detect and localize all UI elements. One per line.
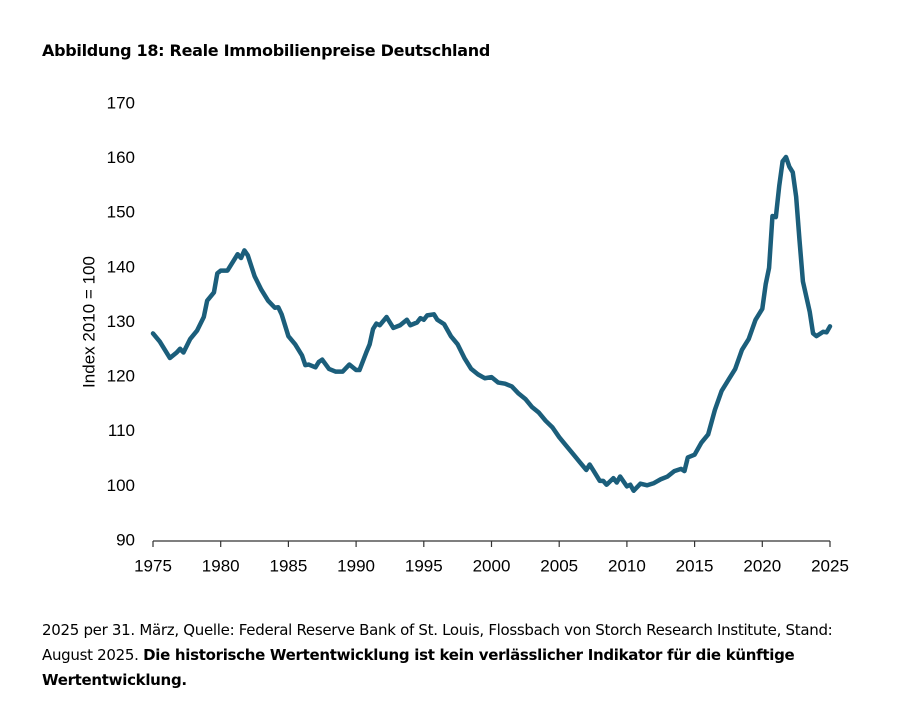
y-tick-label: 140 bbox=[107, 257, 135, 276]
x-tick-label: 2000 bbox=[473, 556, 511, 575]
y-tick-label: 90 bbox=[116, 530, 135, 549]
chart-title: Abbildung 18: Reale Immobilienpreise Deu… bbox=[42, 41, 490, 60]
x-tick-label: 2005 bbox=[540, 556, 578, 575]
y-tick-label: 100 bbox=[107, 476, 135, 495]
line bbox=[150, 154, 833, 493]
y-tick-label: 110 bbox=[108, 421, 135, 440]
x-tick-label: 1975 bbox=[134, 556, 172, 575]
y-tick-label: 150 bbox=[107, 203, 135, 222]
y-tick-label: 170 bbox=[107, 93, 135, 112]
footnote-bold: Die historische Wertentwicklung ist kein… bbox=[42, 646, 795, 689]
footnote: 2025 per 31. März, Quelle: Federal Reser… bbox=[42, 618, 872, 693]
x-tick-label: 1990 bbox=[337, 556, 375, 575]
y-tick-label: 160 bbox=[107, 148, 135, 167]
y-tick-label: 120 bbox=[107, 367, 135, 386]
x-tick-label: 2020 bbox=[743, 556, 781, 575]
x-tick-label: 2015 bbox=[676, 556, 714, 575]
x-tick-label: 1985 bbox=[269, 556, 307, 575]
y-tick-label: 130 bbox=[107, 312, 135, 331]
x-tick-label: 2010 bbox=[608, 556, 646, 575]
x-tick-label: 2025 bbox=[811, 556, 849, 575]
footnote-text: 2025 per 31. März, Quelle: Federal Reser… bbox=[42, 621, 833, 664]
y-axis-label: Index 2010 = 100 bbox=[79, 256, 98, 388]
x-tick-label: 1980 bbox=[202, 556, 240, 575]
x-tick-label: 1995 bbox=[405, 556, 443, 575]
